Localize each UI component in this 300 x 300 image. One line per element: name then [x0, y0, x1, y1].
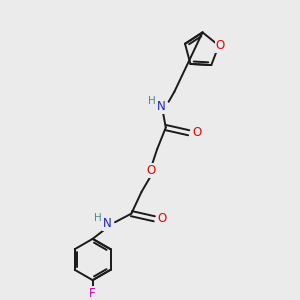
Text: F: F [89, 286, 96, 300]
Text: H: H [148, 96, 156, 106]
Text: O: O [147, 164, 156, 177]
Text: N: N [157, 100, 166, 112]
Text: O: O [216, 39, 225, 52]
Text: N: N [103, 217, 111, 230]
Text: H: H [94, 213, 102, 223]
Text: O: O [158, 212, 167, 225]
Text: O: O [192, 126, 201, 139]
